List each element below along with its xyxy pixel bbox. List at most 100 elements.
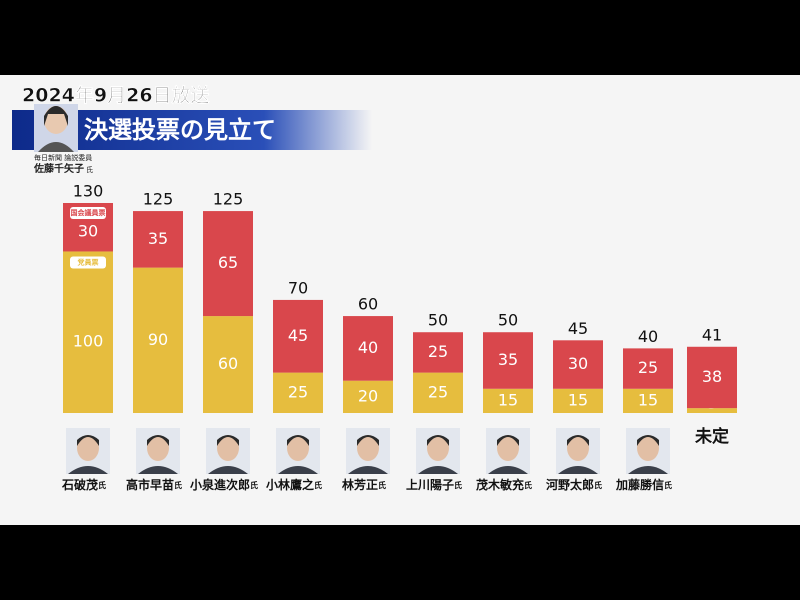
name: 河野太郎 — [545, 477, 594, 492]
hair — [147, 435, 169, 446]
honorific: 氏 — [454, 480, 462, 490]
candidate-name: 茂木敏充氏 — [476, 477, 532, 492]
candidate-name: 加藤勝信氏 — [615, 477, 672, 492]
name: 上川陽子 — [406, 477, 454, 492]
honorific: 氏 — [314, 480, 322, 490]
name: 高市早苗 — [126, 477, 174, 492]
bar-segment — [623, 348, 673, 389]
value-label: 25 — [428, 342, 448, 361]
hair — [357, 435, 379, 446]
bar-segment — [413, 372, 463, 413]
honorific: 氏 — [98, 480, 106, 490]
value-label: 38 — [702, 367, 722, 386]
suit — [278, 466, 318, 474]
suit — [418, 466, 458, 474]
candidate-photo — [346, 428, 390, 474]
candidate-name: 小林鷹之氏 — [266, 477, 322, 492]
total-label: 40 — [638, 327, 658, 346]
value-label: 20 — [358, 386, 378, 405]
candidate-photo — [136, 428, 180, 474]
name: 茂木敏充 — [476, 477, 524, 492]
candidate-photo — [556, 428, 600, 474]
value-label: 65 — [218, 253, 238, 272]
value-label: 25 — [428, 382, 448, 401]
hair — [287, 435, 309, 446]
total-label: 45 — [568, 319, 588, 338]
bar-segment — [133, 211, 183, 268]
face — [567, 435, 589, 461]
candidate-photo — [66, 428, 110, 474]
candidate-photo — [626, 428, 670, 474]
face — [427, 435, 449, 461]
honorific: 氏 — [664, 480, 672, 490]
name: 林芳正 — [342, 477, 378, 492]
bar-segment — [203, 211, 253, 317]
legend-tag — [70, 207, 106, 219]
face — [497, 435, 519, 461]
commentator-affiliation: 毎日新聞 論説委員 — [34, 153, 92, 162]
face — [287, 435, 309, 461]
bar-segment — [133, 267, 183, 413]
legend-label: 党員票 — [78, 257, 99, 266]
suit — [138, 466, 178, 474]
bar-segment — [483, 388, 533, 413]
suit — [488, 466, 528, 474]
suit — [208, 466, 248, 474]
face — [147, 435, 169, 461]
bar-segment — [203, 316, 253, 413]
candidate-name: 河野太郎氏 — [545, 477, 602, 492]
total-label: 125 — [143, 190, 174, 209]
total-label: 60 — [358, 295, 378, 314]
value-label: 30 — [78, 222, 98, 241]
commentator-name: 佐藤千矢子 — [33, 162, 84, 175]
value-label: 30 — [568, 354, 588, 373]
name: 加藤勝信 — [615, 477, 664, 492]
total-label: 125 — [213, 190, 244, 209]
total-label: 50 — [498, 311, 518, 330]
face — [217, 435, 239, 461]
hair — [637, 435, 659, 446]
candidate-name: 上川陽子氏 — [406, 477, 462, 492]
title: 決選投票の見立て — [84, 116, 276, 144]
bar-segment — [687, 408, 737, 413]
bar-segment — [63, 251, 113, 413]
bar-segment — [483, 332, 533, 389]
bar-segment — [553, 340, 603, 389]
honorific: 氏 — [378, 480, 386, 490]
honorific: 氏 — [524, 480, 532, 490]
bar-segment — [553, 388, 603, 413]
value-label: 60 — [218, 354, 238, 373]
name: 小林鷹之 — [266, 477, 314, 492]
suit — [558, 466, 598, 474]
value-label: 25 — [638, 358, 658, 377]
candidate-name: 高市早苗氏 — [126, 477, 182, 492]
value-label: 35 — [498, 350, 518, 369]
bar-segment — [343, 380, 393, 413]
total-label: 70 — [288, 278, 308, 297]
value-label: 15 — [638, 390, 658, 409]
legend-tag — [70, 256, 106, 269]
value-label: 100 — [73, 332, 104, 351]
name: 石破茂 — [61, 477, 98, 492]
hair — [497, 435, 519, 446]
bar-segment — [273, 372, 323, 413]
value-label: 15 — [498, 390, 518, 409]
total-label: 50 — [428, 311, 448, 330]
bar-segment — [687, 346, 737, 409]
hair — [217, 435, 239, 446]
candidate-photo — [486, 428, 530, 474]
candidate-name: 林芳正氏 — [342, 477, 386, 492]
value-label: 40 — [358, 338, 378, 357]
candidate-name: 未定 — [694, 426, 729, 447]
bar-segment — [413, 332, 463, 373]
honorific: 氏 — [594, 480, 602, 490]
value-label: 25 — [288, 382, 308, 401]
value-label: 35 — [148, 229, 168, 248]
total-label: 130 — [73, 182, 104, 201]
face — [637, 435, 659, 461]
candidate-photo — [276, 428, 320, 474]
bar-segment — [623, 388, 673, 413]
bar-segment — [273, 299, 323, 373]
